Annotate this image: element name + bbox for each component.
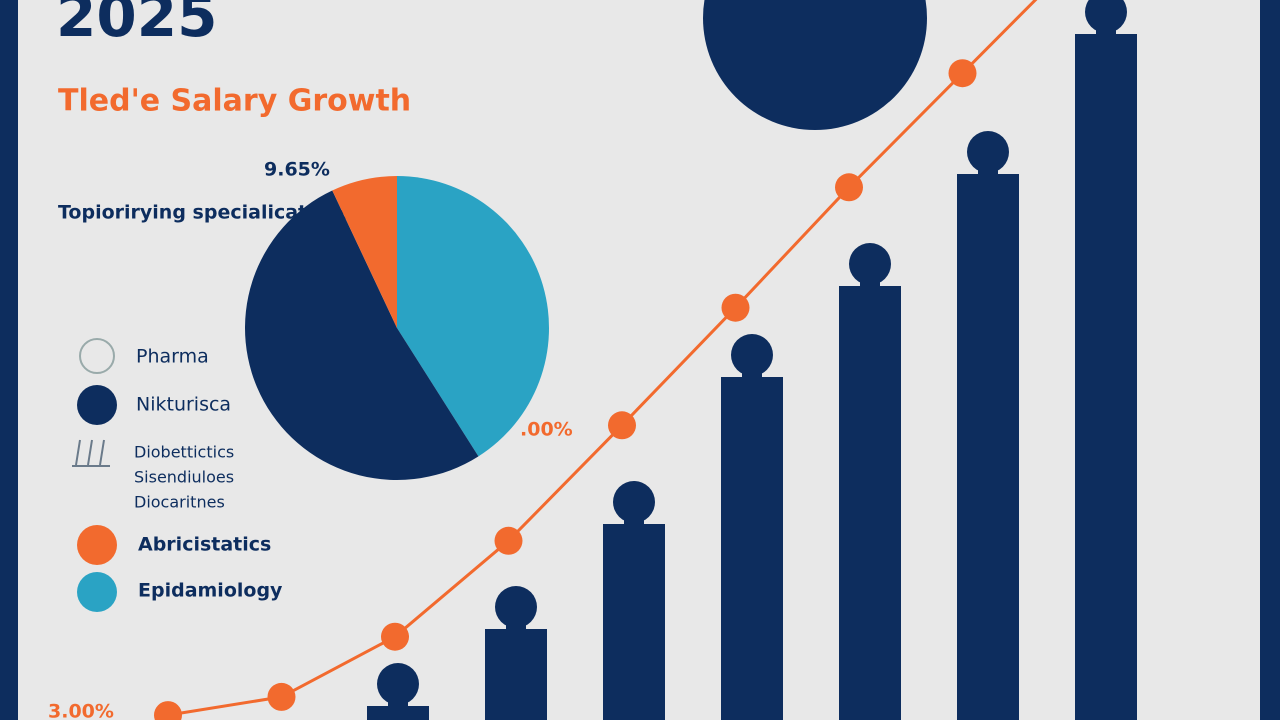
subtitle: Tled'e Salary Growth [58,84,411,119]
bar [957,174,1019,720]
bar-head [613,481,655,523]
bar-neck [978,166,998,176]
title: 2025 [56,0,217,50]
pie-slice [332,176,397,328]
bar-head [731,334,773,376]
bar [721,377,783,720]
bar-head [495,586,537,628]
line-point [608,411,636,440]
legend-icon [77,385,117,425]
pie-annotation: 9.65% [264,159,330,181]
line-point [948,59,977,88]
line-point [381,622,409,651]
bar [1075,34,1137,720]
bar [839,286,901,720]
bar-neck [624,516,644,526]
line-point [721,293,750,322]
legend-label: Abricistatics [138,534,271,556]
bar-neck [388,698,408,708]
bar-head [377,663,419,705]
line-point [154,701,182,720]
line-point [267,682,296,711]
pie-slice [244,190,479,481]
line-point [835,173,863,202]
pie-title: Topiorirying specialications [58,202,352,224]
bar [603,524,665,720]
bar [367,706,429,720]
line-point [494,526,523,555]
bar-head [849,243,891,285]
legend-label: Epidamiology [138,580,283,602]
legend-icon [79,338,115,374]
right-border [1260,0,1280,720]
bar-neck [742,369,762,379]
bar-neck [1096,26,1116,36]
line-annotation: 3.00% [48,701,114,720]
legend-label: Pharma [136,346,209,368]
legend: Pharma Nikturisca Diobettictics Sisendiu… [72,338,283,612]
bar-head [967,131,1009,173]
legend-label: Diocaritnes [134,493,225,512]
line-annotation: .00% [520,419,573,441]
bar-head [1085,0,1127,33]
decor-circle [703,0,927,130]
bar-neck [860,278,880,288]
legend-icon [72,439,110,467]
legend-icon [77,572,117,612]
legend-label: Nikturisca [136,394,231,416]
line [167,72,964,717]
line-tail [961,0,1038,75]
legend-label: Diobettictics [134,443,234,462]
pie-slice [397,176,549,457]
bar [485,629,547,720]
bar-neck [506,621,526,631]
left-border [0,0,18,720]
legend-label: Sisendiuloes [134,468,234,487]
legend-icon [77,525,117,565]
